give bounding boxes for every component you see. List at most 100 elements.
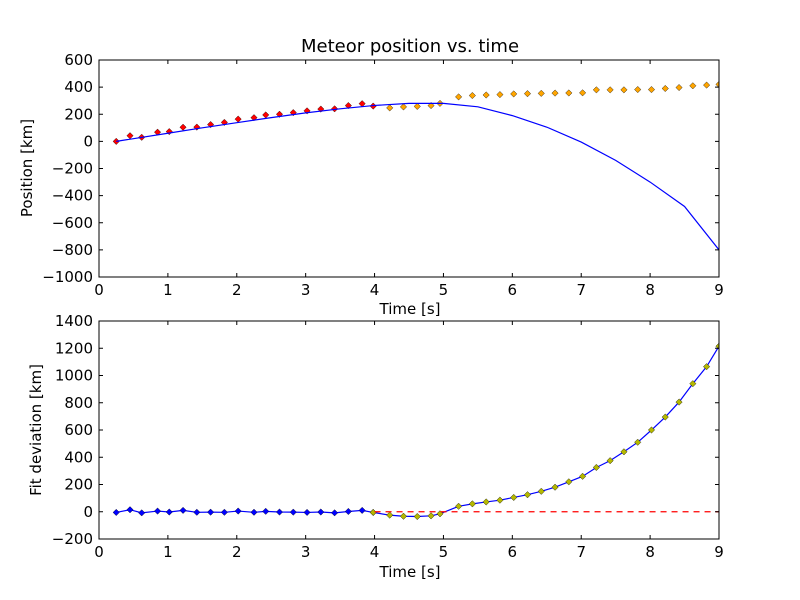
top-series-1-point	[620, 86, 628, 94]
bottom-series-1-point	[703, 363, 711, 371]
top-series-1-point	[565, 89, 573, 97]
bottom-x-tick-label: 9	[714, 543, 724, 561]
bottom-series-group	[112, 342, 719, 521]
bottom-series-0-point	[126, 506, 134, 514]
top-x-tick-label: 6	[508, 281, 518, 299]
bottom-y-tick-label: 1000	[55, 367, 93, 385]
top-y-tick-label: 600	[64, 51, 93, 69]
bottom-series-0-point	[317, 508, 325, 516]
top-x-tick-label: 2	[232, 281, 242, 299]
top-series-1-point	[606, 86, 614, 94]
bottom-series-1-point	[482, 498, 490, 506]
top-y-tick-label: −1000	[42, 268, 93, 286]
top-x-tick-label: 0	[94, 281, 104, 299]
bottom-series-0-point	[193, 508, 201, 516]
bottom-x-tick-label: 4	[370, 543, 380, 561]
top-series-1-point	[386, 104, 394, 112]
bottom-chart: Time [s] Fit deviation [km] 0 1 2 3 4 5 6 7 8 9 −2…	[27, 312, 724, 581]
top-series-1-point	[537, 89, 545, 97]
bottom-series-1-point	[634, 438, 642, 446]
bottom-series-1-point	[524, 491, 531, 499]
bottom-x-tick-label: 0	[94, 543, 104, 561]
top-x-tick-label: 9	[714, 281, 724, 299]
bottom-series-0-point	[207, 508, 215, 516]
bottom-x-tick-label: 8	[645, 543, 655, 561]
bottom-y-tick-label: 1400	[55, 312, 93, 330]
bottom-series-1-point	[496, 496, 504, 504]
bottom-x-tick-label: 2	[232, 543, 242, 561]
bottom-series-1-point	[413, 513, 421, 521]
bottom-y-tick-label: 800	[64, 394, 93, 412]
top-series-1-point	[482, 91, 490, 99]
bottom-series-0-point	[138, 509, 146, 517]
bottom-series-1-point	[551, 483, 559, 491]
bottom-x-tick-label: 1	[163, 543, 173, 561]
bottom-series-0-point	[344, 507, 352, 515]
top-series-0-point	[220, 118, 228, 126]
top-x-tick-label: 4	[370, 281, 380, 299]
top-plot-area	[112, 80, 719, 251]
bottom-series-1-point	[579, 472, 587, 480]
bottom-y-tick-label: 400	[64, 448, 93, 466]
top-series-2-line	[116, 102, 719, 251]
top-chart: Meteor position vs. time Time [s] Positi…	[18, 36, 724, 318]
bottom-series-1-point	[592, 463, 600, 471]
top-series-1-point	[648, 86, 655, 94]
bottom-y-axis-label: Fit deviation [km]	[27, 364, 45, 496]
top-series-1-point	[675, 84, 683, 92]
top-ticks: 0 1 2 3 4 5 6 7 8 9 −1000 −800 −600 −400 −200 0 200 400 60…	[42, 51, 724, 299]
bottom-series-1-point	[565, 478, 573, 486]
top-series-1-point	[400, 103, 407, 111]
bottom-y-tick-label: −200	[52, 530, 93, 548]
bottom-series-1-point	[400, 512, 407, 520]
bottom-series-1-point	[689, 380, 697, 388]
bottom-series-0-point	[289, 508, 297, 516]
top-x-tick-label: 5	[439, 281, 449, 299]
bottom-series-0-point	[112, 508, 120, 516]
bottom-series-1-point	[427, 512, 435, 520]
bottom-x-tick-label: 5	[439, 543, 449, 561]
top-y-tick-label: 200	[64, 105, 93, 123]
top-y-tick-label: 400	[64, 78, 93, 96]
bottom-series-1-point	[436, 510, 444, 518]
top-series-1-point	[524, 90, 531, 98]
top-y-tick-label: −800	[52, 241, 93, 259]
top-y-tick-label: −400	[52, 187, 93, 205]
top-y-axis-label: Position [km]	[18, 119, 36, 217]
top-y-tick-label: 0	[83, 132, 93, 150]
top-series-0-point	[250, 114, 258, 122]
top-x-tick-label: 8	[645, 281, 655, 299]
bottom-series-1-point	[386, 511, 394, 519]
bottom-series-1-point	[510, 493, 518, 501]
top-series-1-point	[689, 82, 697, 90]
top-chart-title: Meteor position vs. time	[301, 36, 519, 57]
bottom-series-1-point	[606, 457, 614, 465]
top-series-1-point	[510, 90, 518, 98]
top-series-1-point	[661, 84, 669, 92]
bottom-series-0-point	[262, 507, 270, 515]
top-series-1-point	[455, 93, 463, 101]
bottom-series-1-point	[648, 426, 655, 434]
bottom-series-1-point	[455, 502, 463, 510]
bottom-y-tick-label: 1200	[55, 339, 93, 357]
bottom-series-0-point	[250, 508, 258, 516]
bottom-y-tick-label: 0	[83, 503, 93, 521]
bottom-series-0-point	[179, 506, 187, 514]
bottom-series-0-point	[276, 508, 283, 516]
bottom-series-0-point	[303, 508, 311, 516]
bottom-series-0-point	[154, 507, 162, 515]
bottom-x-axis-label: Time [s]	[379, 563, 441, 581]
bottom-series-1-point	[620, 448, 628, 456]
bottom-plot-area	[112, 342, 719, 521]
bottom-series-0-point	[165, 508, 173, 516]
top-series-0-point	[331, 105, 339, 113]
top-series-1-point	[715, 80, 719, 88]
top-series-1-point	[703, 81, 711, 89]
bottom-x-tick-label: 3	[301, 543, 311, 561]
bottom-series-0-point	[358, 506, 366, 514]
top-y-tick-label: −600	[52, 214, 93, 232]
top-series-1-point	[634, 86, 642, 94]
bottom-series-0-point	[220, 508, 228, 516]
